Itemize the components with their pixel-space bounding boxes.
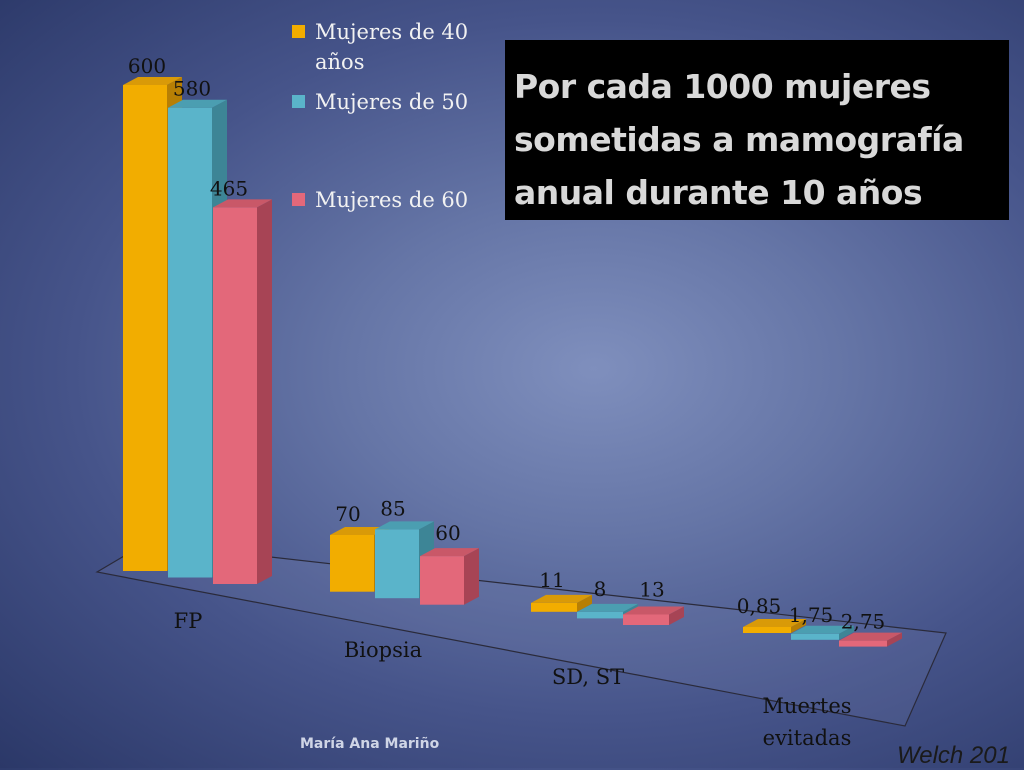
category-labels: FP Biopsia SD, ST Muertes evitadas bbox=[174, 609, 852, 750]
bar-front bbox=[330, 535, 374, 592]
legend-swatch-40 bbox=[292, 25, 305, 38]
bar-front bbox=[123, 85, 167, 571]
legend-item-40: Mujeres de 40 años bbox=[292, 17, 502, 74]
value-label-3-2: 2,75 bbox=[841, 610, 886, 634]
bar-front bbox=[375, 529, 419, 599]
legend-label-50: Mujeres de 50 bbox=[315, 90, 469, 114]
value-label-1-0: 70 bbox=[335, 502, 360, 526]
bar-top bbox=[839, 632, 902, 641]
bar-top bbox=[420, 548, 479, 557]
legend-swatch-60 bbox=[292, 193, 305, 206]
bar-side bbox=[257, 199, 272, 584]
bar-front bbox=[839, 640, 887, 647]
bar-front bbox=[420, 556, 464, 605]
bar-top bbox=[531, 594, 592, 603]
value-label-0-1: 580 bbox=[173, 77, 211, 101]
bar-side bbox=[464, 548, 479, 605]
category-label-3: Muertes evitadas bbox=[762, 694, 851, 750]
bar-1-2 bbox=[420, 548, 479, 605]
value-label-2-0: 11 bbox=[539, 568, 564, 592]
legend-item-60: Mujeres de 60 bbox=[292, 185, 502, 213]
bar-top bbox=[743, 619, 806, 627]
bar-side bbox=[577, 594, 592, 612]
bar-3-0 bbox=[743, 619, 806, 633]
source-credit: Welch 201 bbox=[897, 742, 1010, 769]
bar-front bbox=[213, 207, 257, 584]
bar-side bbox=[839, 625, 854, 640]
title-box: Por cada 1000 mujeres sometidas a mamogr… bbox=[505, 40, 1009, 220]
value-label-0-2: 465 bbox=[210, 176, 248, 200]
category-label-2: SD, ST bbox=[552, 665, 624, 689]
bar-top bbox=[213, 199, 272, 208]
bar-side bbox=[669, 606, 684, 625]
bar-top bbox=[791, 625, 854, 634]
author-footer: María Ana Mariño bbox=[300, 736, 440, 752]
legend-swatch-50 bbox=[292, 95, 305, 108]
bar-top bbox=[375, 521, 434, 530]
value-labels: 600 580 465 70 85 60 11 8 13 0,85 1,75 2,75 bbox=[128, 54, 885, 634]
legend-label-60: Mujeres de 60 bbox=[315, 188, 469, 212]
bar-top bbox=[168, 99, 227, 108]
bar-top bbox=[623, 606, 684, 615]
value-label-1-1: 85 bbox=[380, 496, 405, 520]
slide-title: Por cada 1000 mujeres sometidas a mamogr… bbox=[514, 67, 964, 212]
category-label-0: FP bbox=[174, 609, 203, 633]
bar-front bbox=[791, 633, 839, 640]
bar-front bbox=[531, 602, 577, 612]
bar-front bbox=[743, 627, 791, 633]
bar-2-0 bbox=[531, 594, 592, 612]
bar-3-1 bbox=[791, 625, 854, 640]
value-label-0-0: 600 bbox=[128, 54, 166, 78]
bar-front bbox=[168, 107, 212, 578]
value-label-2-1: 8 bbox=[594, 577, 607, 601]
value-label-3-1: 1,75 bbox=[789, 603, 834, 627]
bar-side bbox=[791, 619, 806, 633]
bar-top bbox=[123, 77, 182, 85]
bar-front bbox=[577, 611, 623, 619]
bar-top bbox=[330, 527, 389, 535]
bar-3-2 bbox=[839, 632, 902, 647]
category-label-1: Biopsia bbox=[344, 638, 422, 662]
bar-2-2 bbox=[623, 606, 684, 625]
legend-item-50: Mujeres de 50 bbox=[292, 87, 502, 115]
chart-legend: Mujeres de 40 años Mujeres de 50 Mujeres… bbox=[292, 17, 502, 283]
bar-side bbox=[887, 632, 902, 647]
bar-front bbox=[623, 614, 669, 625]
chart-bars bbox=[123, 77, 902, 647]
value-label-1-2: 60 bbox=[435, 521, 460, 545]
value-label-2-2: 13 bbox=[639, 577, 664, 601]
legend-label-40: Mujeres de 40 años bbox=[315, 20, 469, 74]
bar-0-2 bbox=[213, 199, 272, 584]
value-label-3-0: 0,85 bbox=[737, 594, 782, 618]
bar-top bbox=[577, 603, 638, 612]
